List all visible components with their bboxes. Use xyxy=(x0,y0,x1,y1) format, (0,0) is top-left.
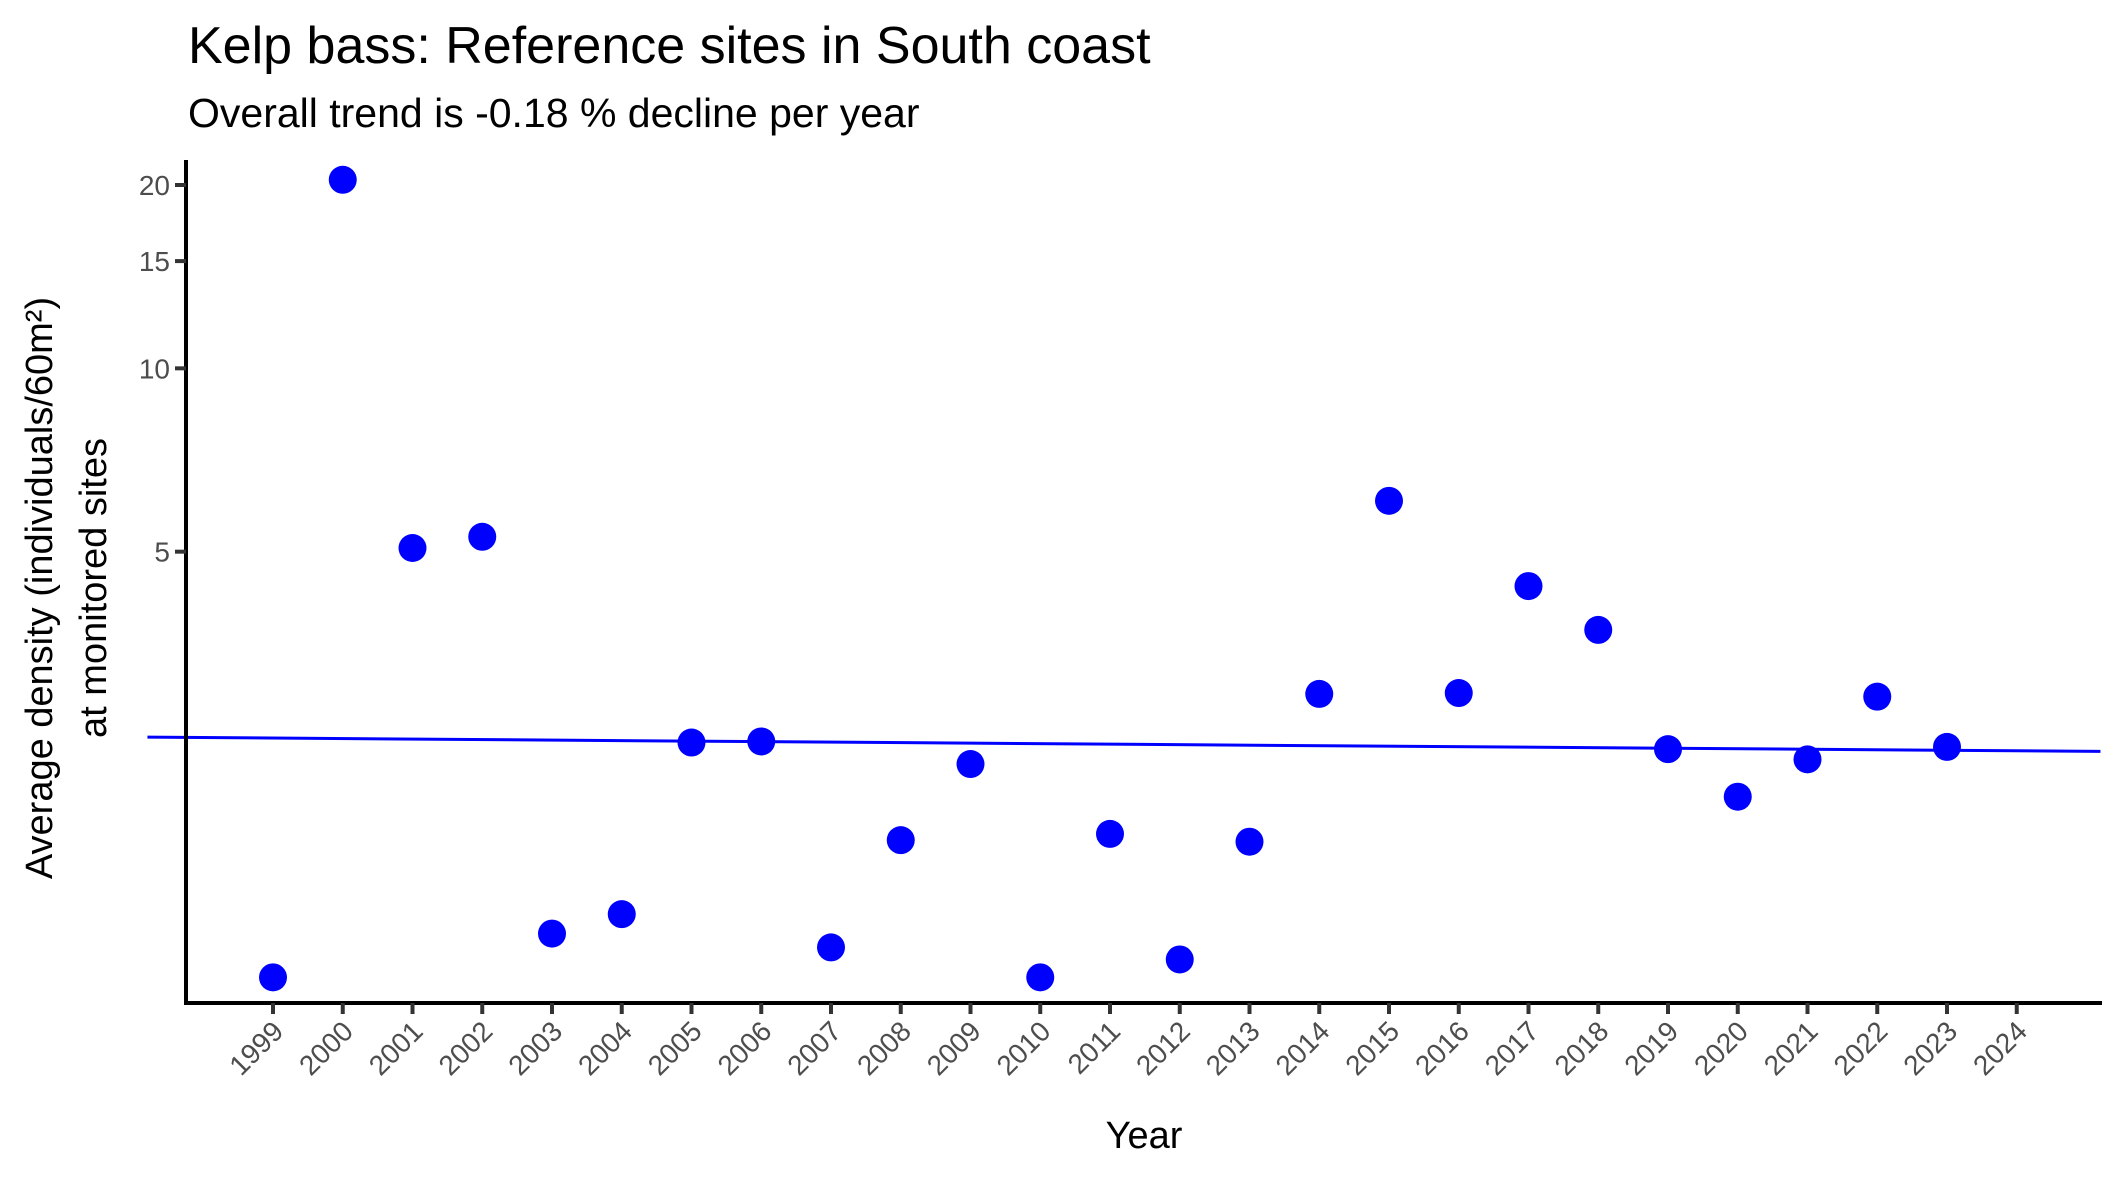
y-axis-title-line-1: Average density (individuals/60m²) xyxy=(19,297,61,879)
x-tick-label: 2011 xyxy=(1062,1015,1127,1080)
x-tick-label: 2004 xyxy=(572,1015,638,1081)
y-tick-label: 15 xyxy=(139,246,170,277)
chart-subtitle: Overall trend is -0.18 % decline per yea… xyxy=(188,90,920,136)
x-tick-label: 2002 xyxy=(433,1015,499,1081)
x-tick-label: 2005 xyxy=(642,1015,708,1081)
data-point xyxy=(1165,945,1194,974)
x-tick-label: 1999 xyxy=(223,1015,289,1081)
x-tick-label: 2013 xyxy=(1200,1015,1266,1081)
x-tick-label: 2009 xyxy=(921,1015,987,1081)
data-point xyxy=(1375,486,1403,515)
y-axis-title: Average density (individuals/60m²) at mo… xyxy=(19,297,115,879)
x-axis-title: Year xyxy=(1106,1115,1183,1157)
x-tick-label: 2006 xyxy=(712,1015,778,1081)
x-tick-label: 2021 xyxy=(1758,1015,1824,1081)
trend-line xyxy=(147,735,2101,753)
data-point xyxy=(1584,615,1613,644)
data-point xyxy=(1444,679,1473,708)
data-point xyxy=(1096,819,1124,848)
data-point xyxy=(538,919,566,948)
x-tick-label: 2014 xyxy=(1270,1015,1336,1081)
x-tick-label: 2015 xyxy=(1339,1015,1405,1081)
data-point xyxy=(468,522,497,551)
x-axis: 1999 2000 2001 2002 2003 2004 2005 2006 2007 2008… xyxy=(184,1001,2102,1081)
data-point xyxy=(1863,682,1892,711)
data-point xyxy=(1723,782,1752,811)
data-point xyxy=(956,750,985,779)
data-point xyxy=(886,826,915,855)
y-tick-label: 20 xyxy=(139,170,170,201)
data-point xyxy=(259,963,287,992)
x-tick-label: 2016 xyxy=(1409,1015,1475,1081)
chart-title: Kelp bass: Reference sites in South coas… xyxy=(188,17,1151,75)
data-point xyxy=(1654,735,1682,764)
data-point xyxy=(747,727,776,756)
x-tick-label: 2024 xyxy=(1967,1015,2033,1081)
x-tick-label: 2007 xyxy=(781,1015,847,1081)
data-point xyxy=(1793,745,1822,774)
x-tick-label: 2003 xyxy=(502,1015,568,1081)
y-axis-title-line-2: at monitored sites xyxy=(73,438,115,738)
data-point xyxy=(398,533,427,562)
x-tick-label: 2022 xyxy=(1828,1015,1894,1081)
data-point xyxy=(1235,827,1264,856)
y-tick-label: 10 xyxy=(139,353,170,384)
x-tick-label: 2001 xyxy=(363,1015,429,1081)
data-point xyxy=(1305,679,1334,708)
data-point xyxy=(607,900,636,929)
data-point xyxy=(677,728,706,757)
data-point xyxy=(1514,572,1543,601)
plot-area xyxy=(147,165,2101,992)
x-tick-label: 2008 xyxy=(851,1015,917,1081)
x-tick-label: 2017 xyxy=(1479,1015,1545,1081)
x-tick-label: 2020 xyxy=(1688,1015,1754,1081)
x-tick-label: 2018 xyxy=(1549,1015,1615,1081)
x-tick-label: 2012 xyxy=(1130,1015,1196,1081)
data-point xyxy=(328,165,357,194)
x-tick-label: 2023 xyxy=(1897,1015,1963,1081)
data-point xyxy=(1933,732,1961,761)
x-tick-label: 2019 xyxy=(1618,1015,1684,1081)
data-point xyxy=(1026,963,1055,992)
data-point xyxy=(817,933,845,962)
x-tick-label: 2000 xyxy=(293,1015,359,1081)
y-axis: 5 10 15 20 xyxy=(139,160,188,1005)
y-tick-label: 5 xyxy=(154,537,170,568)
x-tick-label: 2010 xyxy=(991,1015,1057,1081)
